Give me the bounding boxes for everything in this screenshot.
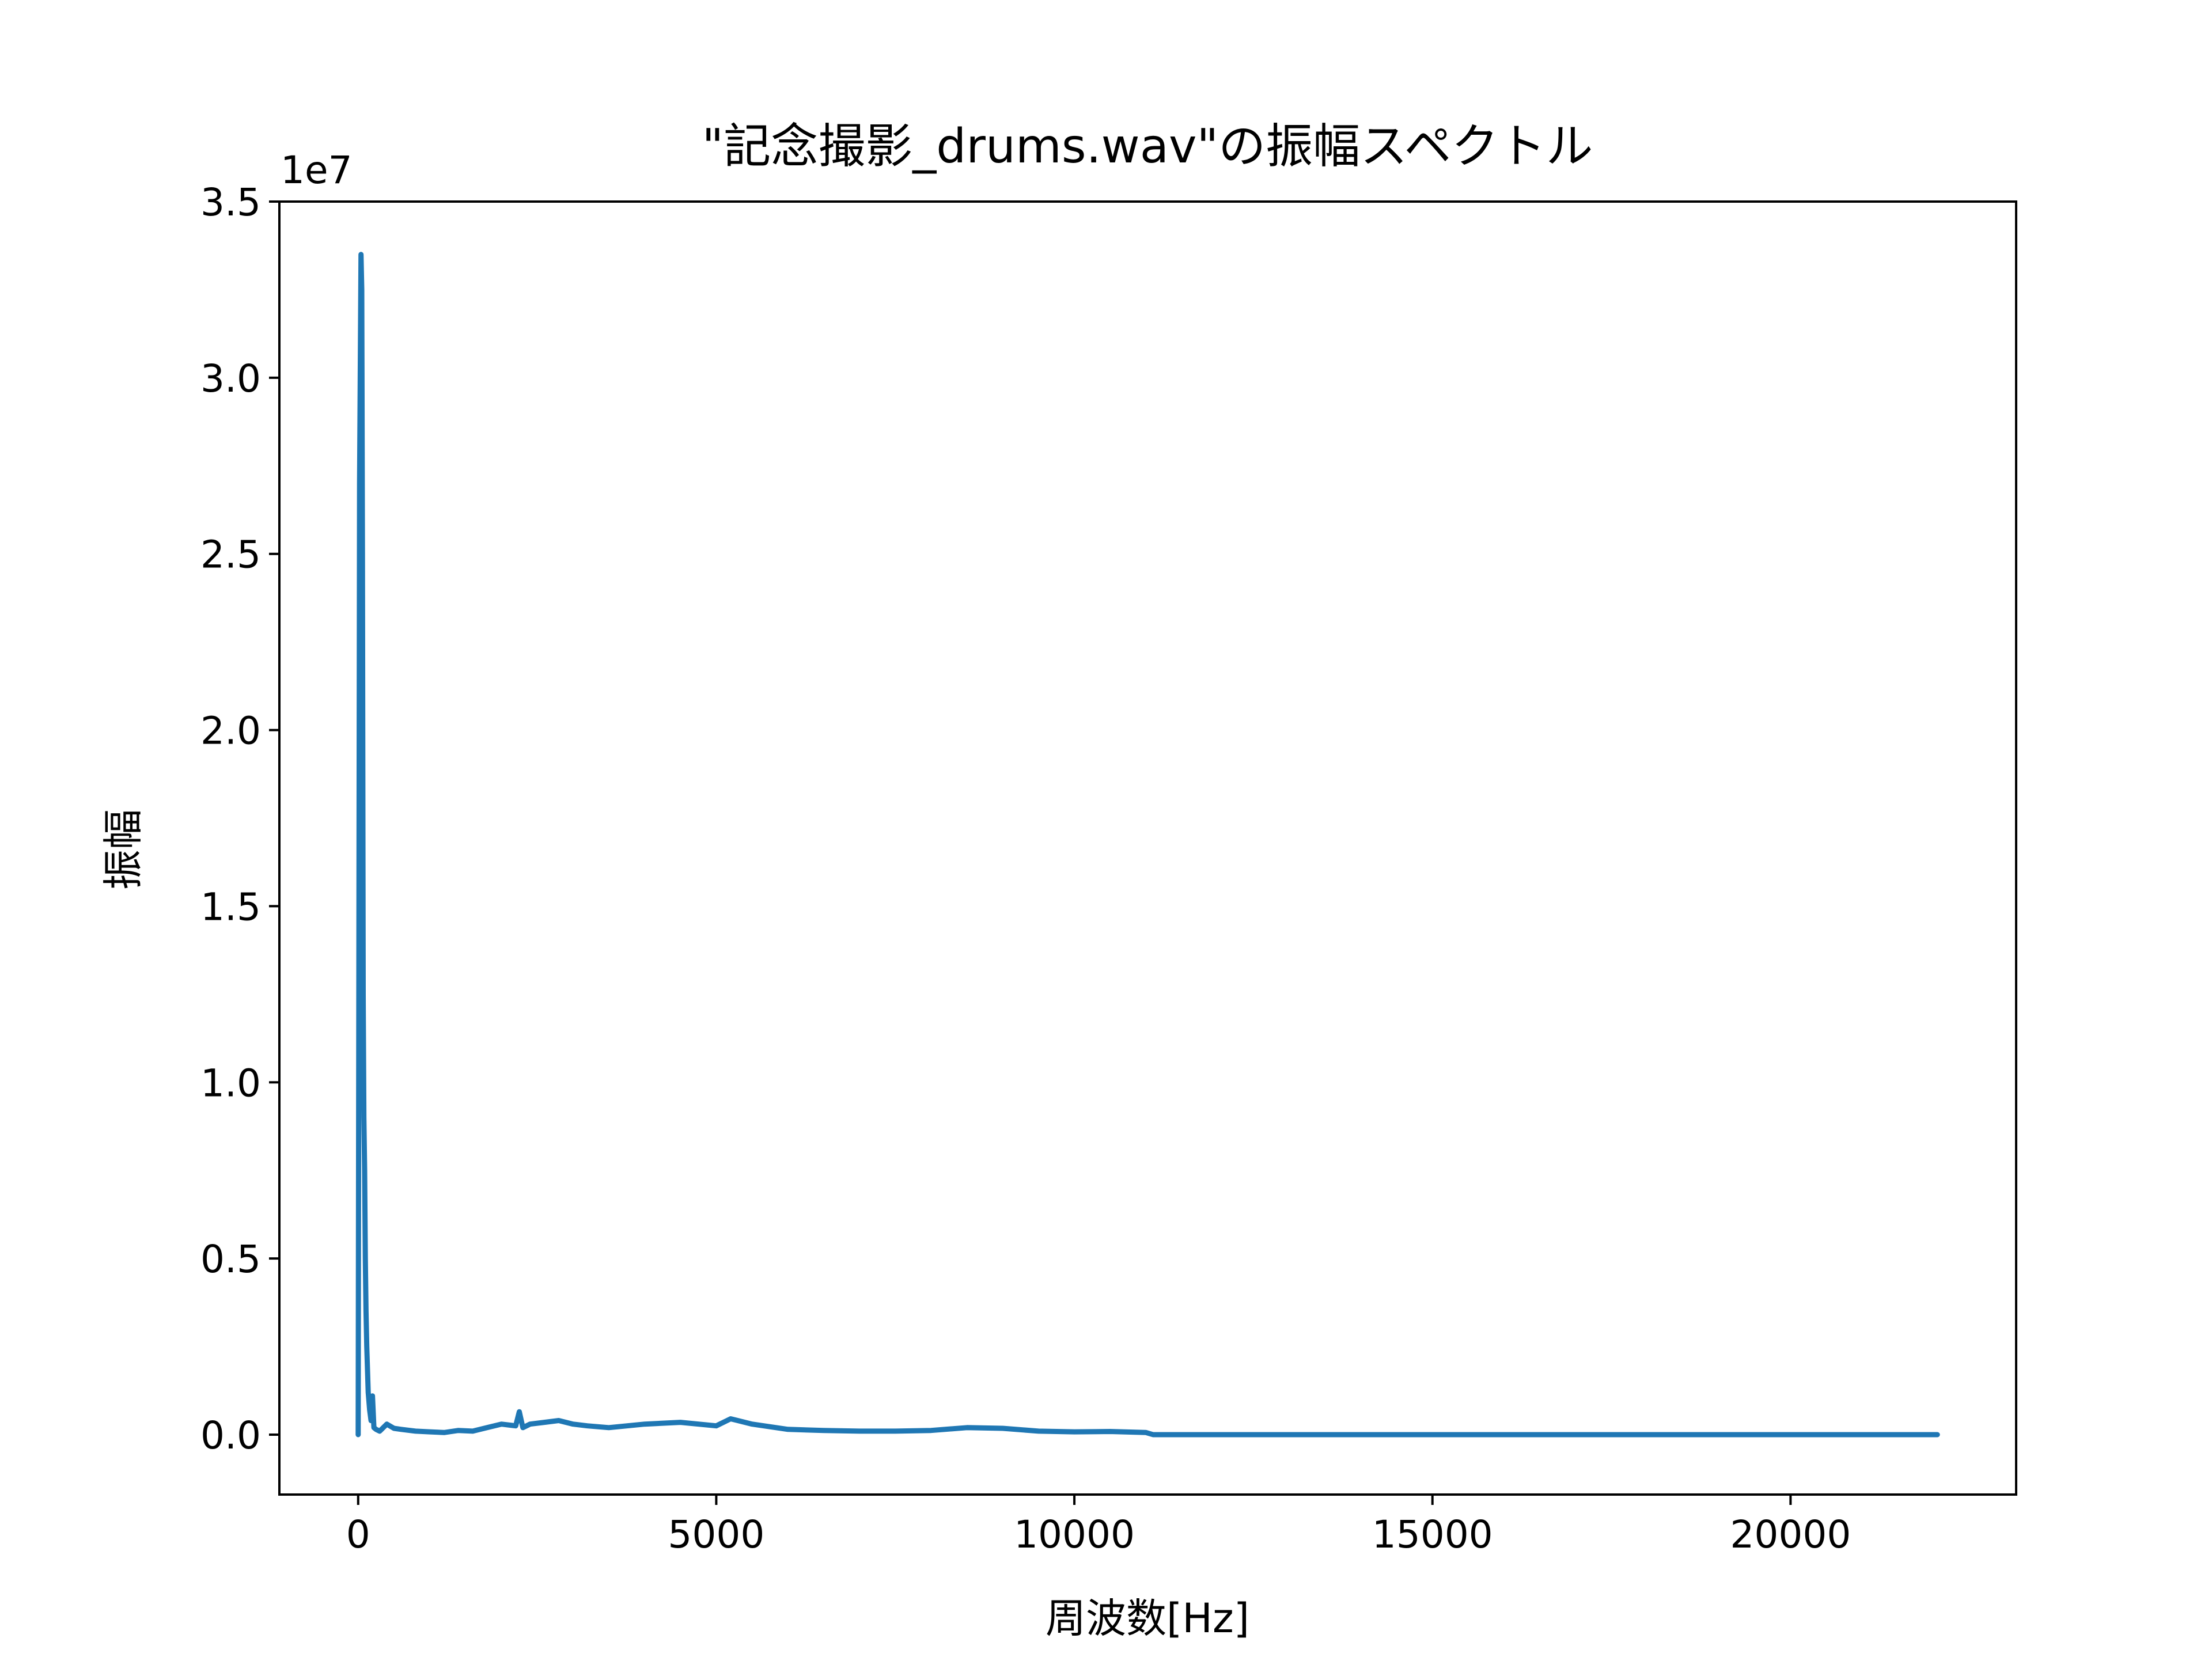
spectrum-series-line — [355, 252, 1940, 1438]
y-axis-label: 振幅 — [100, 809, 147, 890]
x-tick-label: 5000 — [668, 1512, 764, 1557]
series-layer — [355, 252, 1940, 1438]
x-tick-label: 15000 — [1372, 1512, 1493, 1557]
y-tick-label: 1.0 — [200, 1061, 261, 1105]
ticks-layer: 0 5000 10000 15000 20000 0.0 0.5 1.0 1.5 2.0 2.5 3.… — [200, 180, 1851, 1557]
x-axis-label: 周波数[Hz] — [1046, 1595, 1249, 1642]
x-tick-label: 20000 — [1730, 1512, 1851, 1557]
plot-area-frame — [278, 200, 2017, 1496]
y-tick-label: 1.5 — [200, 885, 261, 929]
chart-title: "記念撮影_drums.wav"の振幅スペクトル — [702, 119, 1593, 174]
x-tick-label: 10000 — [1014, 1512, 1135, 1557]
y-tick-label: 3.5 — [200, 180, 261, 225]
y-tick-label: 0.5 — [200, 1237, 261, 1281]
x-tick-label: 0 — [346, 1512, 370, 1557]
y-tick-label: 3.0 — [200, 357, 261, 401]
y-axis-offset-label: 1e7 — [281, 148, 353, 192]
y-tick-label: 2.5 — [200, 533, 261, 577]
y-tick-label: 2.0 — [200, 709, 261, 753]
y-tick-label: 0.0 — [200, 1413, 261, 1458]
